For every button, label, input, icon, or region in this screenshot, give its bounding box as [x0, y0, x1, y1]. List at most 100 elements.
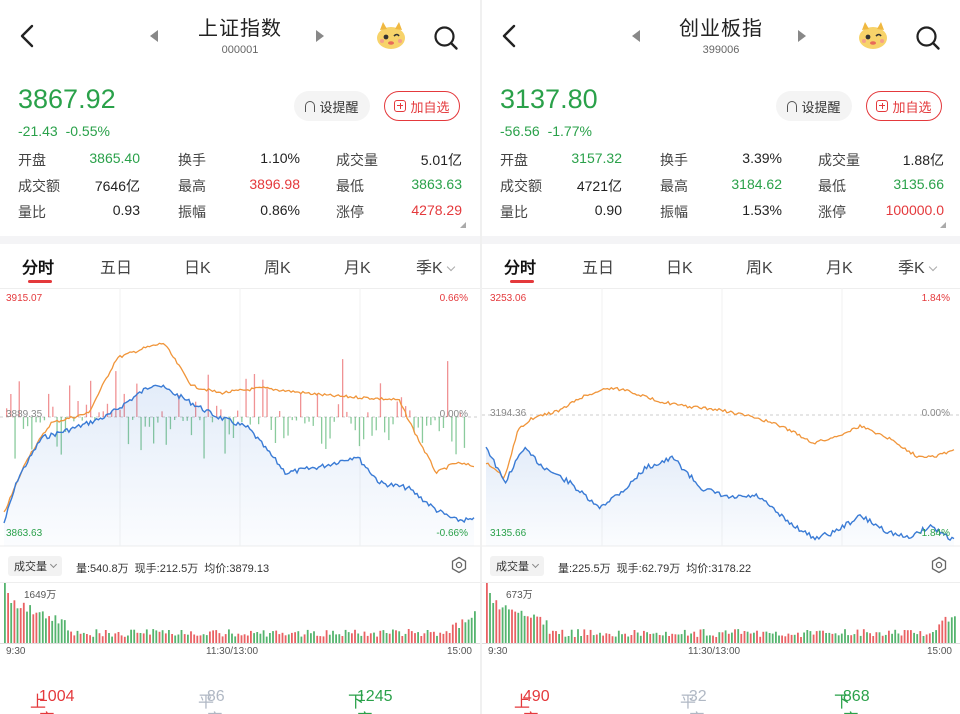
chevron-left-icon[interactable] — [16, 22, 40, 50]
add-watchlist-button[interactable]: 加自选 — [866, 91, 942, 121]
stat-value: 3.39% — [742, 150, 782, 166]
volume-bar-up — [319, 636, 322, 643]
tab-monthly-k[interactable]: 月K — [344, 260, 371, 277]
volume-bar-up — [872, 636, 875, 643]
volume-bar-down — [950, 617, 953, 643]
volume-bar-up — [322, 636, 325, 643]
tab-daily-k[interactable]: 日K — [666, 260, 693, 277]
volume-bar-down — [508, 609, 510, 643]
tab-intraday[interactable]: 分时 — [22, 260, 55, 277]
breadth-bar-up — [220, 409, 222, 417]
volume-bar-down — [652, 633, 655, 643]
add-watchlist-button[interactable]: 加自选 — [384, 91, 460, 121]
market-breadth[interactable]: 上涨 1004家 平盘 86家 下跌 1245家 — [0, 672, 480, 714]
volume-bar-up — [743, 631, 746, 643]
expand-corner-icon[interactable] — [940, 222, 946, 228]
tab-monthly-k[interactable]: 月K — [826, 260, 853, 277]
volume-chart[interactable]: 673万 — [482, 582, 960, 644]
index-code: 399006 — [702, 44, 740, 56]
volume-bar-up — [903, 630, 906, 643]
volume-bar-down — [155, 630, 158, 643]
chevron-left-icon[interactable] — [498, 22, 522, 50]
volume-indicator-select[interactable]: 成交量 — [8, 556, 62, 576]
y-axis-bottom: 3863.63 — [6, 528, 43, 539]
tab-weekly-k[interactable]: 周K — [264, 260, 291, 277]
triangle-right-icon[interactable] — [798, 30, 806, 42]
average-line — [485, 386, 955, 480]
settings-icon[interactable] — [930, 556, 948, 574]
tab-daily-k[interactable]: 日K — [184, 260, 211, 277]
volume-bar-up — [552, 630, 554, 643]
volume-bar-down — [599, 632, 601, 643]
stat-value: 3863.63 — [411, 176, 462, 192]
volume-bar-down — [38, 612, 41, 643]
volume-bar-up — [790, 634, 793, 643]
volume-bar-up — [275, 630, 278, 643]
volume-bar-down — [139, 633, 142, 643]
search-icon[interactable] — [432, 24, 460, 52]
breadth-bar-down — [73, 417, 75, 422]
intraday-chart[interactable]: 3915.07 3889.35 3863.63 0.66% 0.00% -0.6… — [0, 288, 480, 550]
volume-bar-down — [542, 624, 545, 643]
volume-bar-down — [853, 634, 856, 643]
intraday-chart[interactable]: 3253.06 3194.36 3135.66 1.84% 0.00% -1.8… — [482, 288, 960, 550]
triangle-left-icon[interactable] — [150, 30, 158, 42]
tab-quarterly-k[interactable]: 季K — [898, 254, 937, 278]
stat-value: 3896.98 — [249, 176, 300, 192]
volume-bar-up — [756, 630, 758, 643]
volume-bar-up — [668, 636, 670, 643]
volume-bar-down — [464, 622, 467, 643]
breadth-bar-up — [98, 412, 100, 417]
volume-bar-down — [680, 634, 683, 643]
mascot-icon[interactable] — [856, 20, 890, 50]
breadth-bar-down — [354, 417, 356, 431]
price-change: -21.43 -0.55% — [18, 123, 110, 139]
volume-bar-down — [894, 629, 897, 643]
price-line — [485, 446, 955, 542]
volume-bar-down — [564, 636, 567, 643]
stat-value: 4278.29 — [411, 202, 462, 218]
mascot-icon[interactable] — [374, 20, 408, 50]
volume-bar-down — [360, 635, 363, 643]
volume-bar-up — [687, 635, 689, 643]
breadth-bar-up — [253, 374, 256, 417]
tab-intraday[interactable]: 分时 — [504, 260, 537, 277]
market-breadth[interactable]: 上涨 490家 平盘 32家 下跌 868家 — [482, 672, 960, 714]
price-line — [3, 384, 475, 524]
tab-five-day[interactable]: 五日 — [100, 260, 133, 277]
volume-bar-down — [847, 635, 849, 643]
expand-corner-icon[interactable] — [460, 222, 466, 228]
tab-quarterly-k[interactable]: 季K — [416, 254, 455, 278]
volume-chart[interactable]: 1649万 — [0, 582, 480, 644]
volume-bar-down — [426, 630, 429, 643]
pct-axis-mid: 0.00% — [439, 409, 468, 420]
volume-bar-up — [101, 636, 104, 643]
settings-icon[interactable] — [450, 556, 468, 574]
volume-bar-down — [51, 620, 54, 643]
tab-five-day[interactable]: 五日 — [582, 260, 615, 277]
volume-bar-down — [256, 632, 259, 643]
pct-axis-mid: 0.00% — [921, 408, 950, 419]
volume-bar-down — [130, 629, 132, 643]
volume-bar-up — [928, 633, 931, 643]
breadth-bar-down — [455, 417, 457, 455]
volume-max-label: 673万 — [506, 590, 533, 601]
triangle-left-icon[interactable] — [632, 30, 640, 42]
volume-bar-down — [67, 630, 69, 643]
breadth-bar-up — [6, 408, 8, 417]
breadth-bar-up — [48, 393, 50, 417]
volume-bar-down — [932, 632, 934, 643]
triangle-right-icon[interactable] — [316, 30, 324, 42]
tab-weekly-k[interactable]: 周K — [746, 260, 773, 277]
volume-bar-down — [297, 631, 300, 643]
volume-indicator-select[interactable]: 成交量 — [490, 556, 544, 576]
set-alert-button[interactable]: 设提醒 — [776, 91, 852, 121]
volume-bar-down — [492, 603, 495, 643]
volume-bar-down — [436, 635, 438, 643]
volume-bar-up — [511, 609, 513, 643]
set-alert-button[interactable]: 设提醒 — [294, 91, 370, 121]
volume-bar-down — [737, 629, 740, 643]
volume-bar-down — [202, 634, 205, 643]
volume-bar-down — [269, 633, 271, 643]
search-icon[interactable] — [914, 24, 942, 52]
